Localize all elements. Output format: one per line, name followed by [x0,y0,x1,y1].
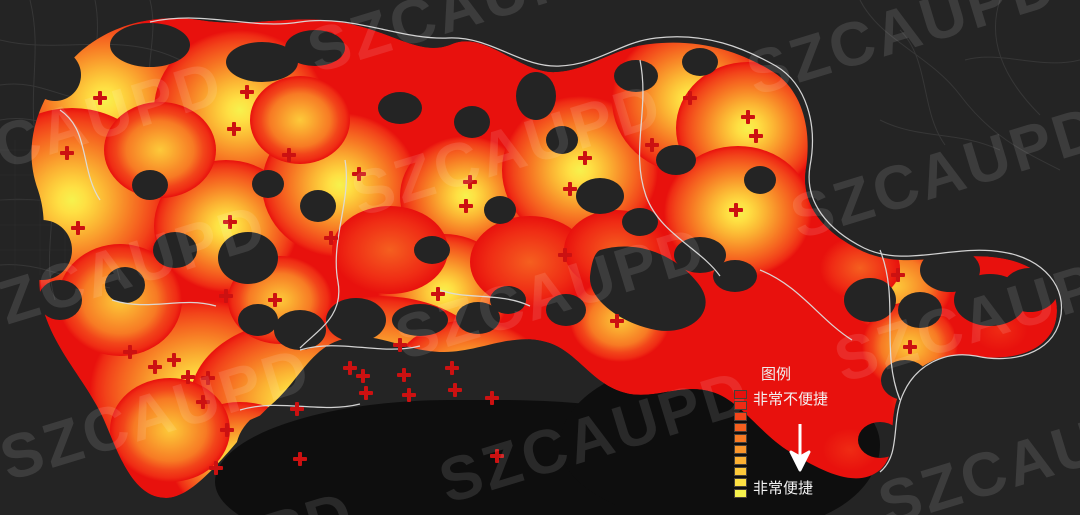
legend-swatch [734,456,747,465]
legend-swatch [734,445,747,454]
legend-label-low: 非常便捷 [753,479,814,497]
legend-swatch [734,478,747,487]
legend-color-ramp [734,388,747,498]
legend-swatch [734,423,747,432]
legend-label-high: 非常不便捷 [753,390,829,408]
legend-swatch [734,489,747,498]
legend-swatch [734,412,747,421]
legend-swatch [734,467,747,476]
legend-swatch [734,401,747,410]
legend-swatch [734,434,747,443]
legend-swatch [734,390,747,399]
arrow-down-icon [789,424,811,472]
legend-title: 图例 [761,365,792,383]
map-legend: 图例 非常不便捷 非常便捷 [729,363,879,498]
